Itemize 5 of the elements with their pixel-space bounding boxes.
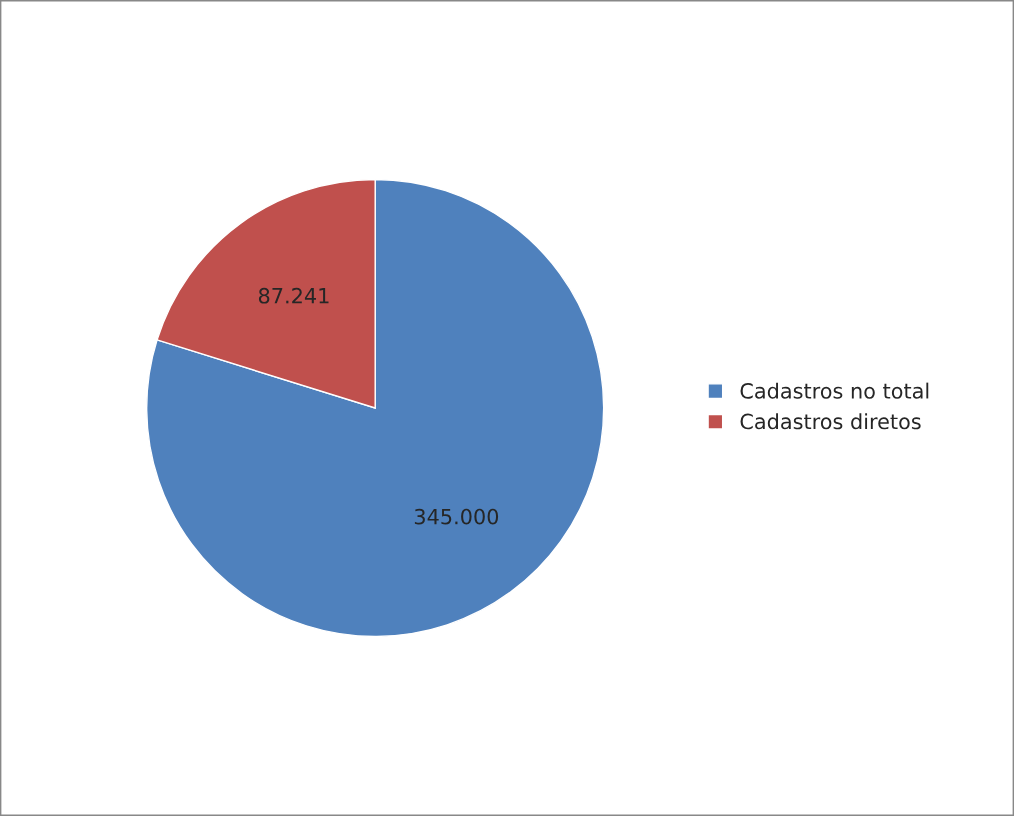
pie-slice	[146, 178, 605, 638]
legend-label: Cadastros diretos	[740, 413, 921, 430]
data-label: 87.241	[258, 287, 329, 304]
data-label: 345.000	[414, 508, 499, 525]
legend-label: Cadastros no total	[740, 382, 929, 399]
